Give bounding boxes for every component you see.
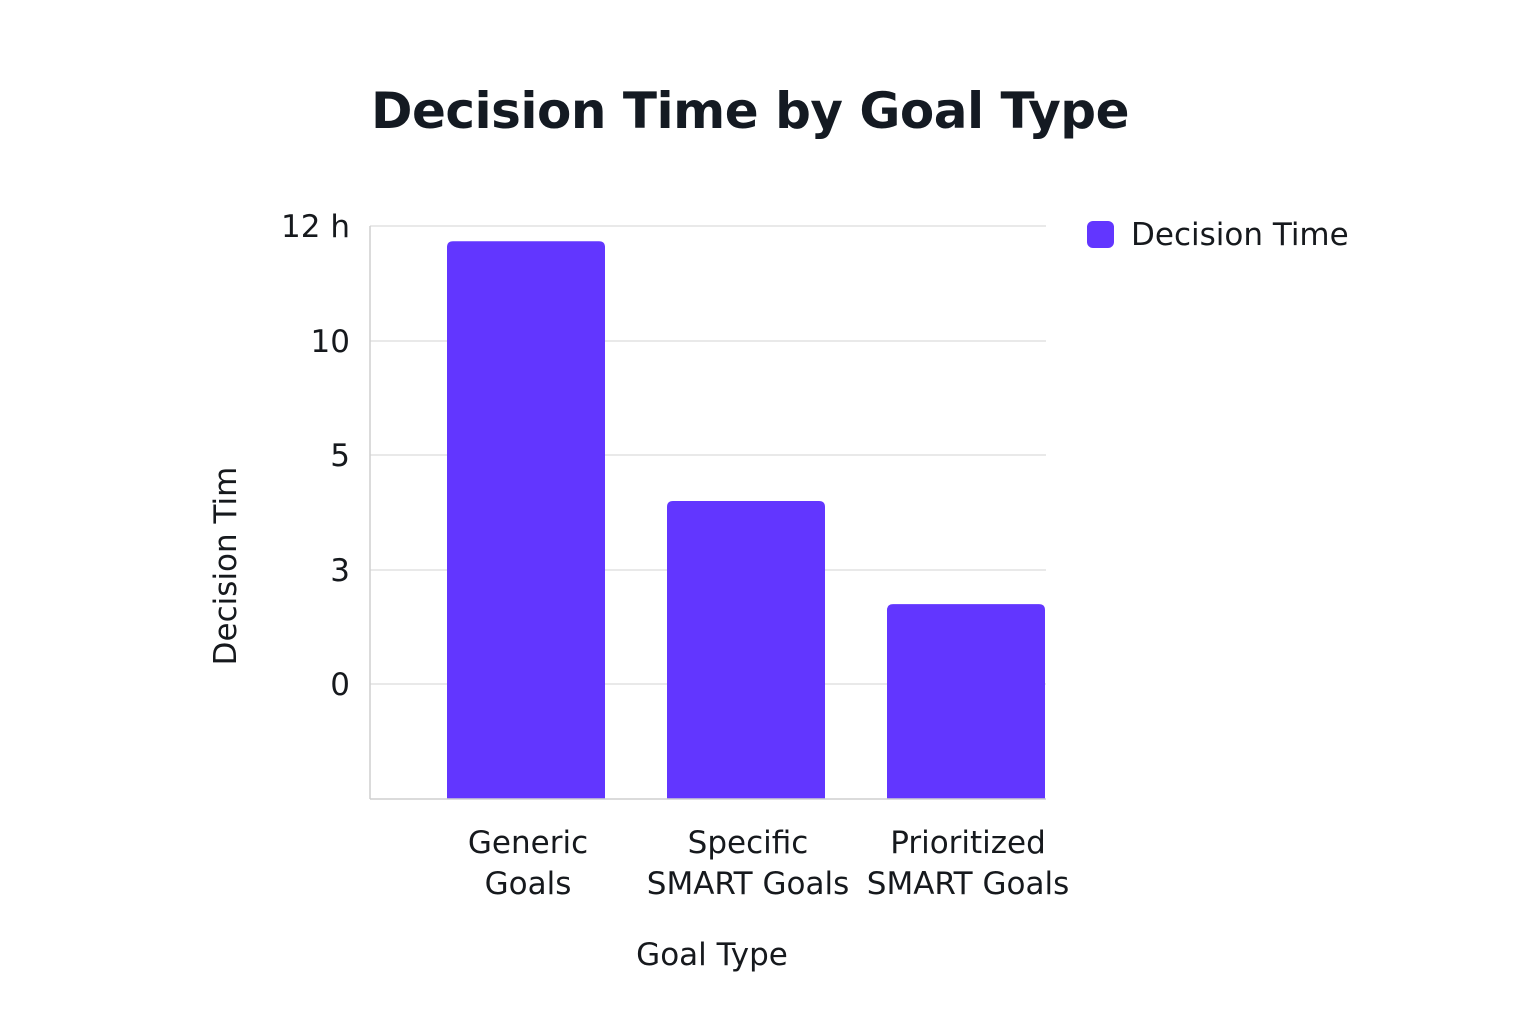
x-axis-title: Goal Type (636, 937, 788, 973)
legend: Decision Time (1087, 217, 1349, 253)
y-tick-label: 12 h (281, 209, 350, 245)
x-tick-label: Generic Goals (468, 825, 588, 902)
y-tick-label: 10 (311, 324, 350, 360)
y-tick-label: 0 (330, 667, 350, 703)
axes (369, 226, 1046, 800)
bars (447, 241, 1045, 799)
labels: Decision Tim Goal Type 12 h 10 5 3 0 Generic G… (208, 209, 1069, 973)
bar (447, 241, 605, 799)
x-tick-label: Specific SMART Goals (647, 825, 849, 902)
y-tick-label: 3 (330, 553, 350, 589)
chart-title: Decision Time by Goal Type (370, 82, 1130, 140)
bar (667, 501, 825, 799)
bar (887, 604, 1045, 799)
y-tick-label: 5 (330, 438, 350, 474)
legend-swatch (1087, 221, 1114, 248)
legend-label: Decision Time (1131, 217, 1349, 253)
x-tick-label: Prioritized SMART Goals (867, 825, 1069, 902)
y-axis-title: Decision Tim (208, 467, 244, 666)
